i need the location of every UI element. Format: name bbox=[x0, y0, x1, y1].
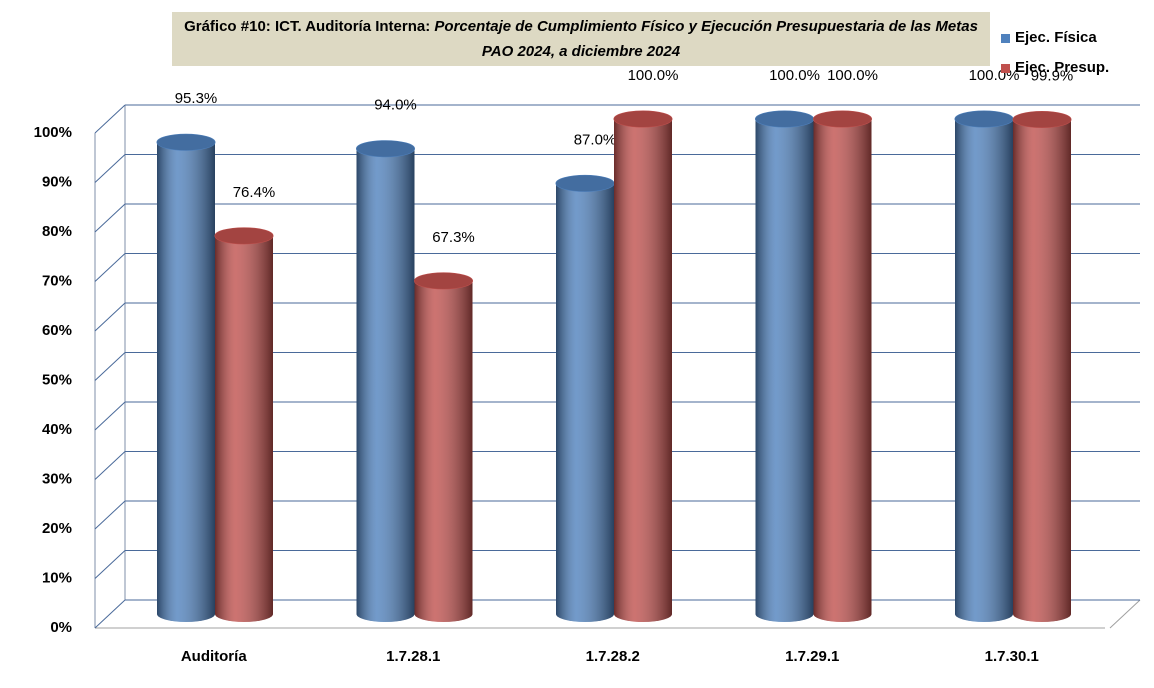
bar-shade bbox=[614, 119, 672, 614]
chart-title: Gráfico #10: ICT. Auditoría Interna: bbox=[184, 18, 431, 35]
grid-diagonal bbox=[94, 500, 126, 530]
bar-shade bbox=[556, 183, 614, 614]
y-tick-label: 90% bbox=[42, 173, 72, 190]
y-tick-label: 40% bbox=[42, 421, 72, 438]
y-tick-label: 20% bbox=[42, 520, 72, 537]
cylinder-top-shade bbox=[556, 175, 614, 192]
value-label: 100.0% bbox=[769, 67, 820, 84]
value-label: 76.4% bbox=[233, 184, 276, 201]
grid-diagonal bbox=[94, 352, 126, 381]
cylinder-top-shade bbox=[755, 111, 814, 127]
grid-diagonal bbox=[94, 451, 126, 480]
y-tick-label: 60% bbox=[42, 322, 72, 339]
value-label: 100.0% bbox=[827, 67, 878, 84]
x-tick-label: Auditoría bbox=[181, 648, 247, 665]
cylinder-top-shade bbox=[356, 140, 415, 157]
value-label: 87.0% bbox=[574, 131, 617, 148]
y-tick-label: 100% bbox=[34, 124, 72, 141]
grid-diagonal bbox=[94, 302, 126, 332]
y-tick-label: 70% bbox=[42, 272, 72, 289]
x-tick-label: 1.7.29.1 bbox=[785, 648, 839, 665]
y-tick-label: 30% bbox=[42, 470, 72, 487]
cylinder-top bbox=[156, 133, 216, 151]
value-label: 95.3% bbox=[175, 90, 218, 107]
cylinder-top-shade bbox=[614, 111, 672, 127]
bar-shade bbox=[755, 119, 814, 614]
bar-shade bbox=[356, 148, 415, 614]
cylinder-top-shade bbox=[157, 134, 215, 151]
grid-diagonal bbox=[94, 550, 126, 579]
legend-swatch bbox=[1001, 64, 1010, 73]
cylinder-top-shade bbox=[414, 272, 473, 289]
cylinder-top bbox=[613, 110, 673, 128]
cylinder-top bbox=[1012, 110, 1072, 128]
cylinder-top-shade bbox=[215, 227, 273, 244]
bar-shade bbox=[1013, 119, 1071, 615]
grid-diagonal bbox=[94, 401, 126, 431]
x-tick-label: 1.7.28.1 bbox=[386, 648, 440, 665]
y-tick-label: 80% bbox=[42, 223, 72, 240]
y-tick-label: 50% bbox=[42, 371, 72, 388]
bar-shade bbox=[157, 142, 215, 614]
x-tick-label: 1.7.28.2 bbox=[586, 648, 640, 665]
value-label: 99.9% bbox=[1031, 67, 1074, 84]
grid-diagonal bbox=[94, 599, 126, 629]
grid-diagonal bbox=[94, 154, 126, 183]
cylinder-top bbox=[214, 227, 274, 245]
y-tick-label: 0% bbox=[50, 619, 72, 636]
floor-line bbox=[1109, 599, 1141, 629]
cylinder-top-shade bbox=[1013, 111, 1071, 128]
title-box: Gráfico #10: ICT. Auditoría Interna: Por… bbox=[172, 12, 990, 66]
grid-diagonal bbox=[94, 253, 126, 282]
cylinder-top-shade bbox=[955, 111, 1013, 127]
grid-diagonal bbox=[94, 104, 126, 134]
bar-shade bbox=[414, 280, 473, 614]
legend-label: Ejec. Presup. bbox=[1015, 59, 1109, 76]
cylinder-top bbox=[356, 140, 415, 158]
cylinder-top bbox=[813, 110, 872, 128]
y-tick-label: 10% bbox=[42, 569, 72, 586]
value-label: 100.0% bbox=[628, 67, 679, 84]
cylinder-top-shade bbox=[813, 111, 872, 127]
legend-swatch bbox=[1001, 34, 1010, 43]
bar-shade bbox=[955, 119, 1013, 614]
chart-subtitle: Porcentaje de Cumplimiento Físico y Ejec… bbox=[434, 18, 978, 60]
bar-shade bbox=[813, 119, 872, 614]
legend-label: Ejec. Física bbox=[1015, 29, 1097, 46]
cylinder-top bbox=[414, 272, 473, 290]
value-label: 100.0% bbox=[969, 67, 1020, 84]
bar-shade bbox=[215, 235, 273, 614]
grid-diagonal bbox=[94, 203, 126, 233]
x-tick-label: 1.7.30.1 bbox=[985, 648, 1039, 665]
value-label: 67.3% bbox=[432, 229, 475, 246]
value-label: 94.0% bbox=[374, 97, 417, 114]
